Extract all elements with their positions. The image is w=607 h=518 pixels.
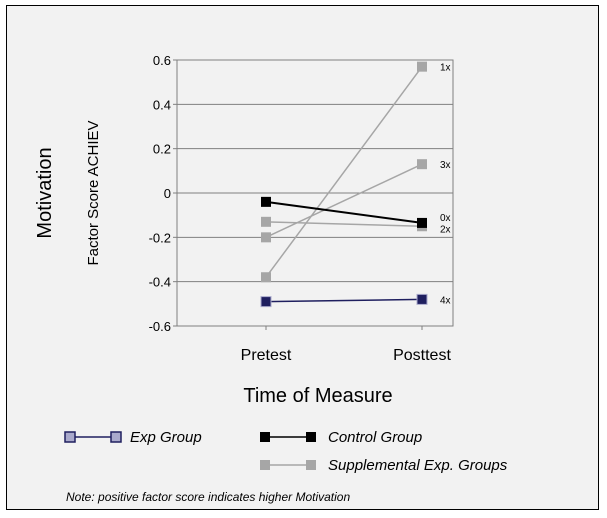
y-tick-label: -0.4 xyxy=(149,275,171,290)
legend-item: Supplemental Exp. Groups xyxy=(260,457,508,474)
legend-marker xyxy=(110,431,122,443)
x-tick-label: Posttest xyxy=(393,347,451,364)
y-tick-label: -0.6 xyxy=(149,319,171,334)
legend-marker xyxy=(306,432,316,442)
series-line xyxy=(265,298,423,303)
data-point xyxy=(261,272,271,283)
data-point xyxy=(261,232,271,243)
point-label: 1x xyxy=(440,63,451,74)
legend-marker xyxy=(306,460,316,470)
legend-label: Exp Group xyxy=(130,429,202,446)
series-3x: 3x xyxy=(261,159,451,243)
data-point xyxy=(260,296,272,308)
grid-lines xyxy=(173,59,453,330)
legend-label: Control Group xyxy=(328,429,422,446)
x-tick-labels: Pretest Posttest xyxy=(241,347,452,364)
legend-item: Control Group xyxy=(260,429,422,446)
data-point xyxy=(261,216,271,227)
series-line xyxy=(265,66,423,278)
x-tick-label: Pretest xyxy=(241,347,292,364)
y-axis-title: Motivation xyxy=(34,147,56,238)
x-axis-title: Time of Measure xyxy=(243,385,392,407)
y-tick-label: 0.4 xyxy=(153,97,171,112)
point-label: 0x xyxy=(440,213,451,224)
series-0x: 0x xyxy=(261,196,451,228)
legend-marker xyxy=(64,431,76,443)
series-line xyxy=(265,163,423,239)
data-point xyxy=(417,61,427,72)
series-line xyxy=(265,221,423,227)
y-tick-label: 0 xyxy=(164,186,171,201)
y-tick-label: 0.2 xyxy=(153,142,171,157)
point-label: 4x xyxy=(440,295,451,306)
data-point xyxy=(417,217,427,228)
legend-item: Exp Group xyxy=(64,429,202,446)
footnote: Note: positive factor score indicates hi… xyxy=(66,490,350,504)
legend-label: Supplemental Exp. Groups xyxy=(328,457,508,474)
series-4x: 4x xyxy=(260,293,451,308)
data-point xyxy=(416,293,428,305)
point-label: 3x xyxy=(440,160,451,171)
y-axis-subtitle: Factor Score ACHIEV xyxy=(85,120,102,265)
point-label: 2x xyxy=(440,224,451,235)
legend: Exp Group Control Group Supplemental Exp. … xyxy=(64,429,508,474)
data-point xyxy=(261,196,271,207)
series-1x: 1x xyxy=(261,61,451,283)
legend-marker xyxy=(260,432,270,442)
y-tick-labels: 0.6 0.4 0.2 0 -0.2 -0.4 -0.6 xyxy=(149,53,171,334)
y-tick-label: 0.6 xyxy=(153,53,171,68)
data-point xyxy=(417,159,427,170)
y-tick-label: -0.2 xyxy=(149,230,171,245)
series-line xyxy=(265,200,423,224)
legend-marker xyxy=(260,460,270,470)
